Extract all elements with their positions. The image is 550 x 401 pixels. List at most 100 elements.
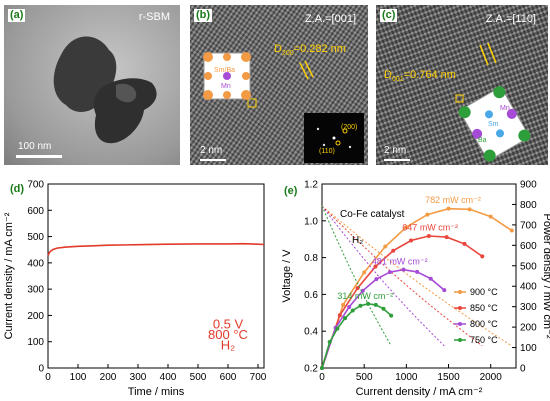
y-right-tick-label-e: 200 bbox=[520, 323, 537, 334]
power-point bbox=[462, 241, 467, 246]
chart-e-polarization: 0 500 1000 1500 2000 0.2 0.4 0.6 0.8 1.0 1.2 0 100 20… bbox=[281, 180, 550, 399]
panel-c-hrtem-image: (c) Z.A.=[110] D001=0.764 nm Mn Sm Ba 2 … bbox=[376, 5, 548, 165]
y-axis-label-d: Current density / mA cm⁻² bbox=[3, 212, 15, 339]
power-point bbox=[360, 288, 365, 293]
d-spacing-c: D001=0.764 nm bbox=[384, 69, 456, 84]
x-axis-label-e: Current density / mA cm⁻² bbox=[356, 386, 483, 398]
atom-label-smba: Sm/Ba bbox=[214, 67, 236, 74]
x-tick-label-e: 0 bbox=[319, 372, 325, 383]
panel-b-hrtem-image: (b) Z.A.=[001] D200=0.282 nm Sm/Ba Mn (2… bbox=[190, 5, 368, 165]
y-tick-label-d: 100 bbox=[27, 337, 44, 348]
legend-label: 850 °C bbox=[470, 303, 498, 313]
y-tick-label-d: 700 bbox=[27, 180, 44, 191]
scalebar-c bbox=[384, 159, 410, 161]
y-right-tick-label-e: 900 bbox=[520, 180, 537, 191]
power-point bbox=[327, 340, 332, 345]
x-tick-label-d: 300 bbox=[130, 372, 147, 383]
x-tick-label-d: 400 bbox=[160, 372, 177, 383]
x-tick-label-e: 2000 bbox=[480, 372, 503, 383]
y-tick-label-d: 0 bbox=[38, 364, 44, 375]
y-right-tick-label-e: 0 bbox=[520, 364, 526, 375]
scalebar-b bbox=[200, 159, 226, 161]
power-point bbox=[404, 225, 409, 230]
legend-label: 900 °C bbox=[470, 287, 498, 297]
y-right-tick-label-e: 500 bbox=[520, 261, 537, 272]
y-tick-label-e: 0.6 bbox=[304, 290, 318, 301]
power-curve bbox=[321, 207, 513, 369]
zone-axis-b: Z.A.=[001] bbox=[304, 13, 356, 25]
atom-label-sm-c: Sm bbox=[488, 121, 499, 128]
power-curve bbox=[321, 268, 445, 369]
x-tick-label-d: 700 bbox=[250, 372, 267, 383]
y-tick-label-e: 1.0 bbox=[304, 216, 318, 227]
power-point bbox=[415, 269, 420, 274]
power-point bbox=[373, 264, 378, 269]
legend-marker bbox=[458, 322, 462, 326]
sample-title: r-SBM bbox=[138, 11, 170, 23]
voltage-curve bbox=[321, 205, 445, 347]
annotation-catalyst: Co-Fe catalyst bbox=[340, 209, 405, 220]
power-point bbox=[373, 302, 378, 307]
power-point bbox=[428, 276, 433, 281]
y-tick-label-e: 0.2 bbox=[304, 364, 318, 375]
legend-label: 800 °C bbox=[470, 319, 498, 329]
power-point bbox=[366, 301, 371, 306]
power-point bbox=[381, 306, 386, 311]
power-point bbox=[488, 214, 493, 219]
power-curve bbox=[321, 235, 483, 369]
fft-spot-110: (110) bbox=[319, 148, 335, 155]
x-tick-label-d: 0 bbox=[45, 372, 51, 383]
peak-power-label: 314 mW cm⁻² bbox=[337, 291, 393, 301]
power-point bbox=[467, 207, 472, 212]
legend-label: 750 °C bbox=[470, 335, 498, 345]
legend-marker bbox=[458, 338, 462, 342]
atom-label-mn: Mn bbox=[221, 83, 231, 90]
peak-power-label: 647 mW cm⁻² bbox=[402, 223, 458, 233]
x-tick-label-d: 100 bbox=[70, 372, 87, 383]
power-point bbox=[391, 248, 396, 253]
power-point bbox=[409, 238, 414, 243]
scalebar-c-label: 2 nm bbox=[384, 145, 407, 156]
power-point bbox=[320, 366, 324, 370]
y-right-axis-label-e: Power density / mW cm⁻² bbox=[541, 214, 550, 339]
power-point bbox=[374, 277, 379, 282]
atom-label-mn-c: Mn bbox=[500, 105, 510, 112]
y-tick-label-e: 1.2 bbox=[304, 180, 318, 191]
power-point bbox=[446, 206, 451, 211]
region-marker-b bbox=[247, 98, 257, 108]
power-point bbox=[480, 254, 485, 259]
annotation-d: H₂ bbox=[221, 338, 235, 353]
power-point bbox=[509, 228, 514, 233]
power-point bbox=[355, 286, 360, 291]
peak-power-label: 481 mW cm⁻² bbox=[372, 257, 428, 267]
power-point bbox=[442, 288, 447, 293]
fft-spot-200: (200) bbox=[341, 124, 358, 131]
peak-power-label: 782 mW cm⁻² bbox=[425, 195, 481, 205]
power-point bbox=[389, 313, 394, 318]
panel-label-c: (c) bbox=[380, 9, 398, 22]
power-point bbox=[387, 270, 392, 275]
y-tick-label-e: 0.8 bbox=[304, 253, 318, 264]
chart-d-stability: 0 100 200 300 400 500 600 700 0 100 200 300 400 500 60… bbox=[3, 180, 267, 399]
y-right-tick-label-e: 300 bbox=[520, 302, 537, 313]
particle-2 bbox=[93, 78, 157, 144]
y-tick-label-d: 400 bbox=[27, 258, 44, 269]
power-point bbox=[335, 326, 340, 331]
power-point bbox=[425, 212, 430, 217]
panel-label-b: (b) bbox=[194, 9, 213, 22]
panel-b-overlay bbox=[200, 52, 364, 163]
plot-frame-e bbox=[321, 183, 517, 369]
power-point bbox=[383, 244, 388, 249]
panel-label-d: (d) bbox=[10, 183, 24, 195]
particle-shapes bbox=[16, 36, 157, 158]
atom-model-b bbox=[203, 52, 251, 100]
y-tick-label-d: 600 bbox=[27, 206, 44, 217]
power-point bbox=[401, 267, 406, 272]
power-point bbox=[426, 233, 431, 238]
power-point bbox=[337, 313, 342, 318]
panel-c-overlay bbox=[384, 42, 531, 162]
particle-2-highlight bbox=[116, 83, 137, 103]
atom-label-ba-c: Ba bbox=[478, 137, 487, 144]
y-tick-label-e: 0.4 bbox=[304, 327, 318, 338]
panel-label-a: (a) bbox=[8, 9, 26, 22]
